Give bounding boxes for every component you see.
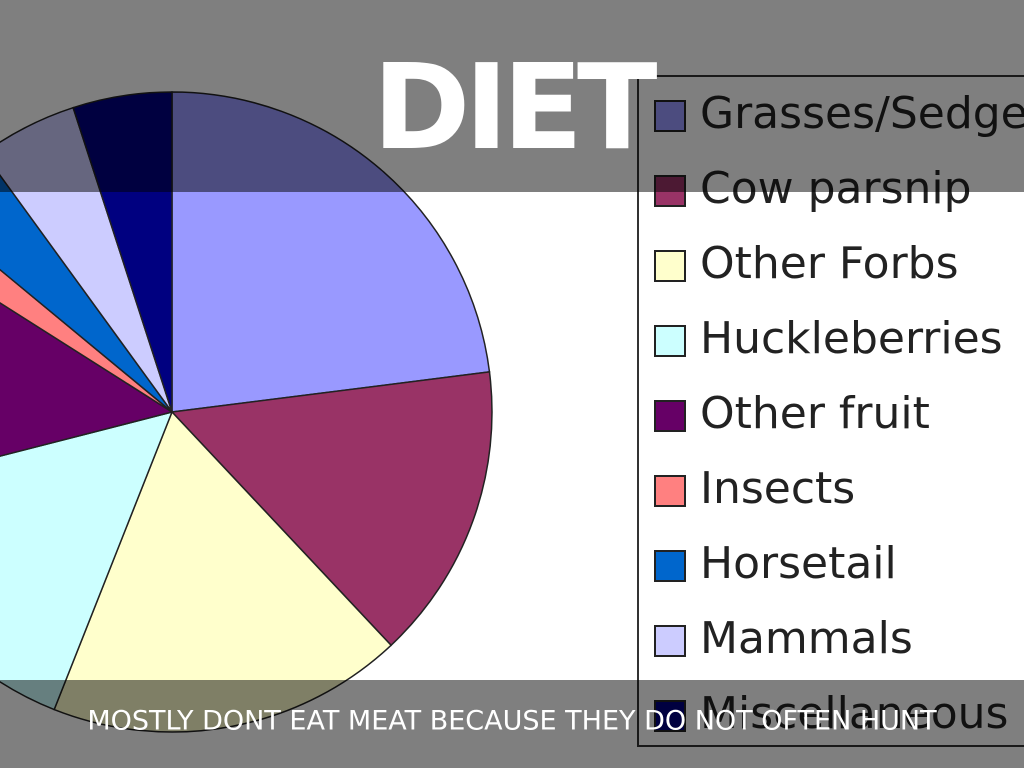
legend-label: Other fruit <box>700 388 930 439</box>
bottom-band <box>0 680 1024 768</box>
top-band <box>0 0 1024 192</box>
legend-swatch <box>654 250 686 282</box>
slide-title: DIET <box>373 38 657 176</box>
legend-label: Other Forbs <box>700 238 959 289</box>
legend-swatch <box>654 625 686 657</box>
legend-label: Mammals <box>700 613 913 664</box>
legend-swatch <box>654 550 686 582</box>
pie-slice <box>0 301 174 457</box>
legend-swatch <box>654 400 686 432</box>
legend-label: Insects <box>700 463 855 514</box>
pie-slice <box>170 371 493 647</box>
caption: MOSTLY DONT EAT MEAT BECAUSE THEY DO NOT… <box>87 706 937 737</box>
pie <box>0 91 493 733</box>
legend-label: Horsetail <box>700 538 897 589</box>
legend-swatch <box>654 325 686 357</box>
legend-swatch <box>654 475 686 507</box>
legend-label: Huckleberries <box>700 313 1003 364</box>
